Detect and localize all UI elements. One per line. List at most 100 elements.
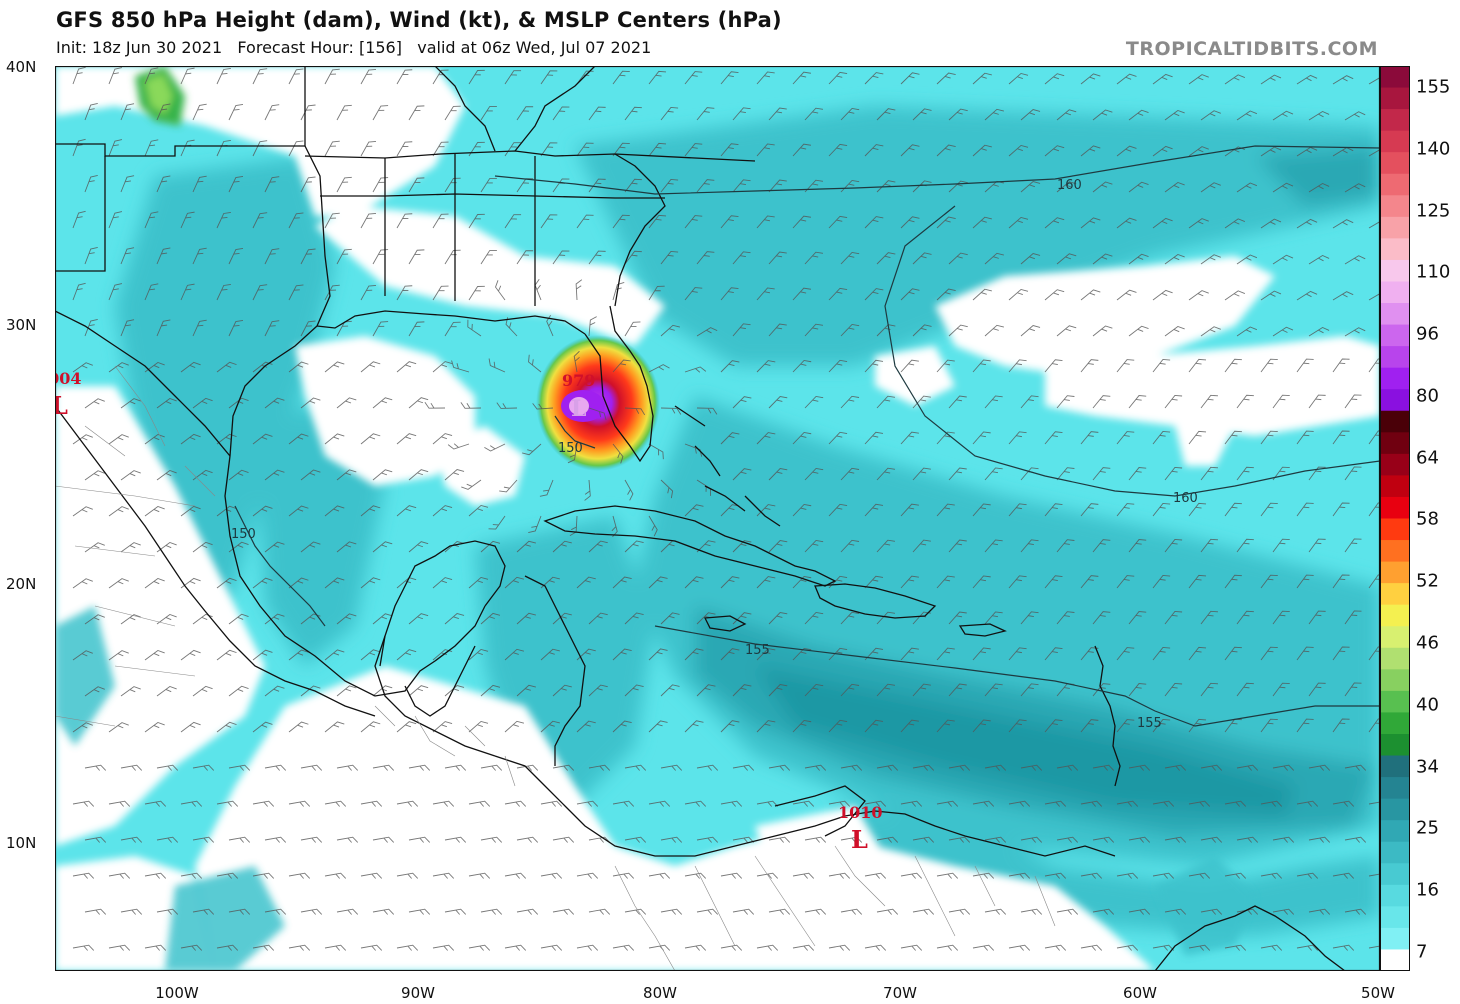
wind-barb [1152,73,1173,85]
wind-barb [1092,908,1115,915]
wind-barb [396,872,419,879]
wind-barb [720,71,739,85]
wind-barb [1020,181,1041,193]
wind-barb [720,360,740,373]
wind-barb [792,800,815,807]
colorbar-segment [1380,669,1410,692]
wind-barb [1332,502,1350,517]
wind-barb [336,104,352,121]
wind-barb [552,540,572,553]
wind-barb [468,69,485,85]
wind-barb [444,836,467,843]
weather-map[interactable]: 160 160 155 155 150 150 1004 L 979 L 101… [55,66,1380,971]
wind-barb [1236,538,1254,553]
wind-barb [684,944,707,951]
wind-barb [528,354,542,373]
wind-barb [576,142,594,157]
wind-barb [804,395,824,409]
wind-barb [828,575,848,589]
wind-barb [1044,503,1063,517]
wind-barb [180,944,203,951]
wind-barb [504,800,527,807]
wind-barb [216,872,239,879]
wind-barb [252,284,268,301]
colorbar-segment [1380,906,1410,929]
wind-barb [180,361,201,373]
colorbar-segment [1380,777,1410,800]
wind-barb [288,800,311,807]
wind-barb [828,143,848,157]
wind-barb [488,515,506,530]
wind-barb [624,836,647,843]
wind-barb [144,944,167,951]
init-time: Init: 18z Jun 30 2021 [56,38,223,57]
colorbar-segment [1380,841,1410,864]
wind-barb [1020,539,1039,553]
wind-barb [1128,467,1147,481]
wind-barb [660,407,682,415]
wind-barb [732,540,752,553]
wind-barb [804,323,824,337]
wind-barb [288,433,309,445]
wind-barb [264,176,280,193]
wind-barb [252,68,268,85]
wind-barb [684,287,703,301]
wind-barb [552,908,575,915]
wind-barb [936,359,955,373]
colorbar-segment [1380,561,1410,584]
wind-barb [1116,719,1135,733]
wind-barb [696,684,716,697]
low-1004-marker: L [55,391,68,420]
wind-barb [756,432,776,445]
wind-barb [912,539,931,553]
wind-barb [120,398,141,409]
wind-barb [1152,718,1171,733]
wind-barb [972,575,991,589]
contour-label-155-east: 155 [1137,716,1162,731]
wind-barb [1116,73,1137,85]
wind-barb [216,721,237,733]
wind-barb [840,764,863,771]
colorbar-segment [1380,820,1410,843]
wind-barb [573,350,580,373]
wind-barb [696,908,719,915]
wind-barb [1056,325,1077,337]
colorbar-segment [1380,259,1410,283]
wind-barb [84,103,98,121]
wind-barb [300,613,321,625]
wind-barb [1272,394,1290,409]
wind-barb [1008,288,1029,301]
wind-barb [612,281,625,301]
wind-barbs [72,66,1380,951]
wind-barb [1092,764,1115,771]
wind-barb [1200,908,1223,915]
wind-barb [1056,836,1079,843]
wind-barb [1308,764,1331,771]
wind-barb [612,720,632,733]
wind-barb [588,764,611,771]
wind-barb [360,577,381,589]
wind-barb [396,800,419,807]
wind-barb [144,722,165,733]
wind-barb [1056,253,1077,265]
wind-barb [1020,395,1039,409]
wind-barb [444,249,461,265]
wind-barb [552,836,575,843]
wind-barb [1224,146,1246,157]
colorbar-label-96: 96 [1416,323,1439,345]
wind-barb [408,541,429,553]
wind-barb [768,908,791,915]
wind-barb [948,252,968,265]
wind-barb [576,872,599,879]
wind-barb [1224,800,1247,807]
wind-barb [1260,646,1278,661]
wind-barb [756,71,775,85]
wind-barb [984,908,1007,915]
wind-barb [120,686,141,697]
colorbar-segment [1380,152,1410,175]
wind-barb [1164,325,1185,337]
wind-barb [984,764,1007,771]
wind-barb [1332,800,1355,807]
wind-barb [1260,146,1282,157]
colorbar-label-155: 155 [1416,76,1451,98]
